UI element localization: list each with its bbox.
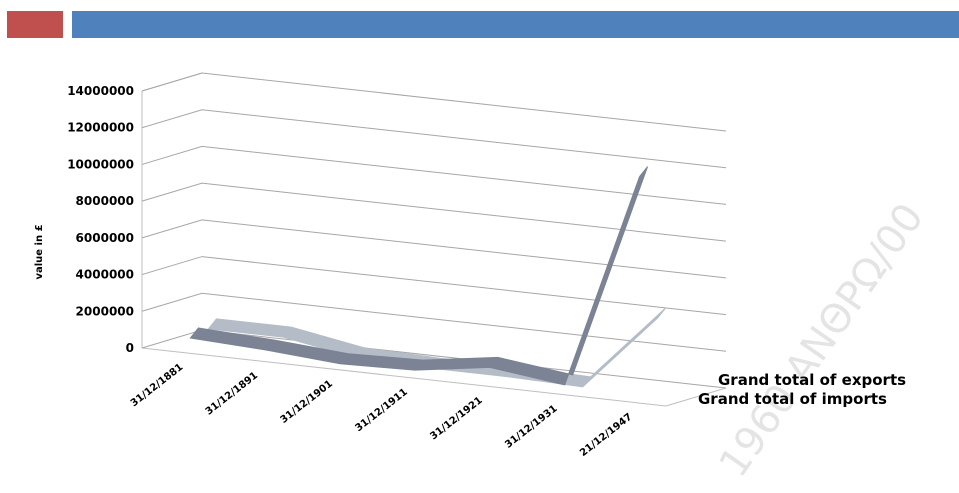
y-tick-label: 2000000: [76, 304, 134, 318]
gridline: [141, 219, 727, 279]
y-tick-label: 14000000: [67, 84, 134, 98]
x-tick-label: 31/12/1901: [279, 378, 335, 425]
y-tick-label: 4000000: [76, 268, 134, 282]
y-axis-label: value in £: [34, 224, 45, 279]
floor-right-edge: [665, 387, 727, 407]
x-tick-label: 31/12/1881: [129, 362, 185, 409]
gridline: [141, 182, 727, 242]
x-tick-label: 21/12/1947: [578, 412, 634, 459]
chart-series: [189, 166, 666, 388]
series-ribbon-exports: [207, 307, 666, 388]
y-tick-label: 6000000: [76, 231, 134, 245]
watermark: 1960 ΑΝΘΡΩ/00: [711, 195, 934, 485]
x-tick-label: 31/12/1911: [353, 387, 409, 434]
x-tick-label: 31/12/1921: [428, 395, 484, 442]
gridline: [141, 292, 727, 352]
series-ribbon-imports: [189, 166, 649, 386]
gridline: [141, 72, 727, 132]
series-label-imports: Grand total of imports: [698, 390, 887, 408]
gridline: [141, 145, 727, 205]
back-wall: [202, 73, 726, 388]
y-tick-label: 0: [126, 341, 134, 355]
header-accent-red: [7, 11, 63, 38]
gridline: [141, 256, 727, 316]
y-tick-label: 8000000: [76, 194, 134, 208]
y-tick-label: 10000000: [67, 157, 134, 171]
x-tick-label: 31/12/1891: [204, 370, 260, 417]
x-axis-line: [141, 347, 667, 407]
series-label-exports: Grand total of exports: [718, 371, 906, 389]
y-tick-label: 12000000: [67, 121, 134, 135]
header-accent-blue: [72, 11, 959, 38]
y-axis-ticks: 14000000 12000000 10000000 8000000 6000000 40…: [67, 84, 134, 355]
x-tick-label: 31/12/1931: [503, 403, 559, 450]
gridline: [141, 109, 727, 169]
